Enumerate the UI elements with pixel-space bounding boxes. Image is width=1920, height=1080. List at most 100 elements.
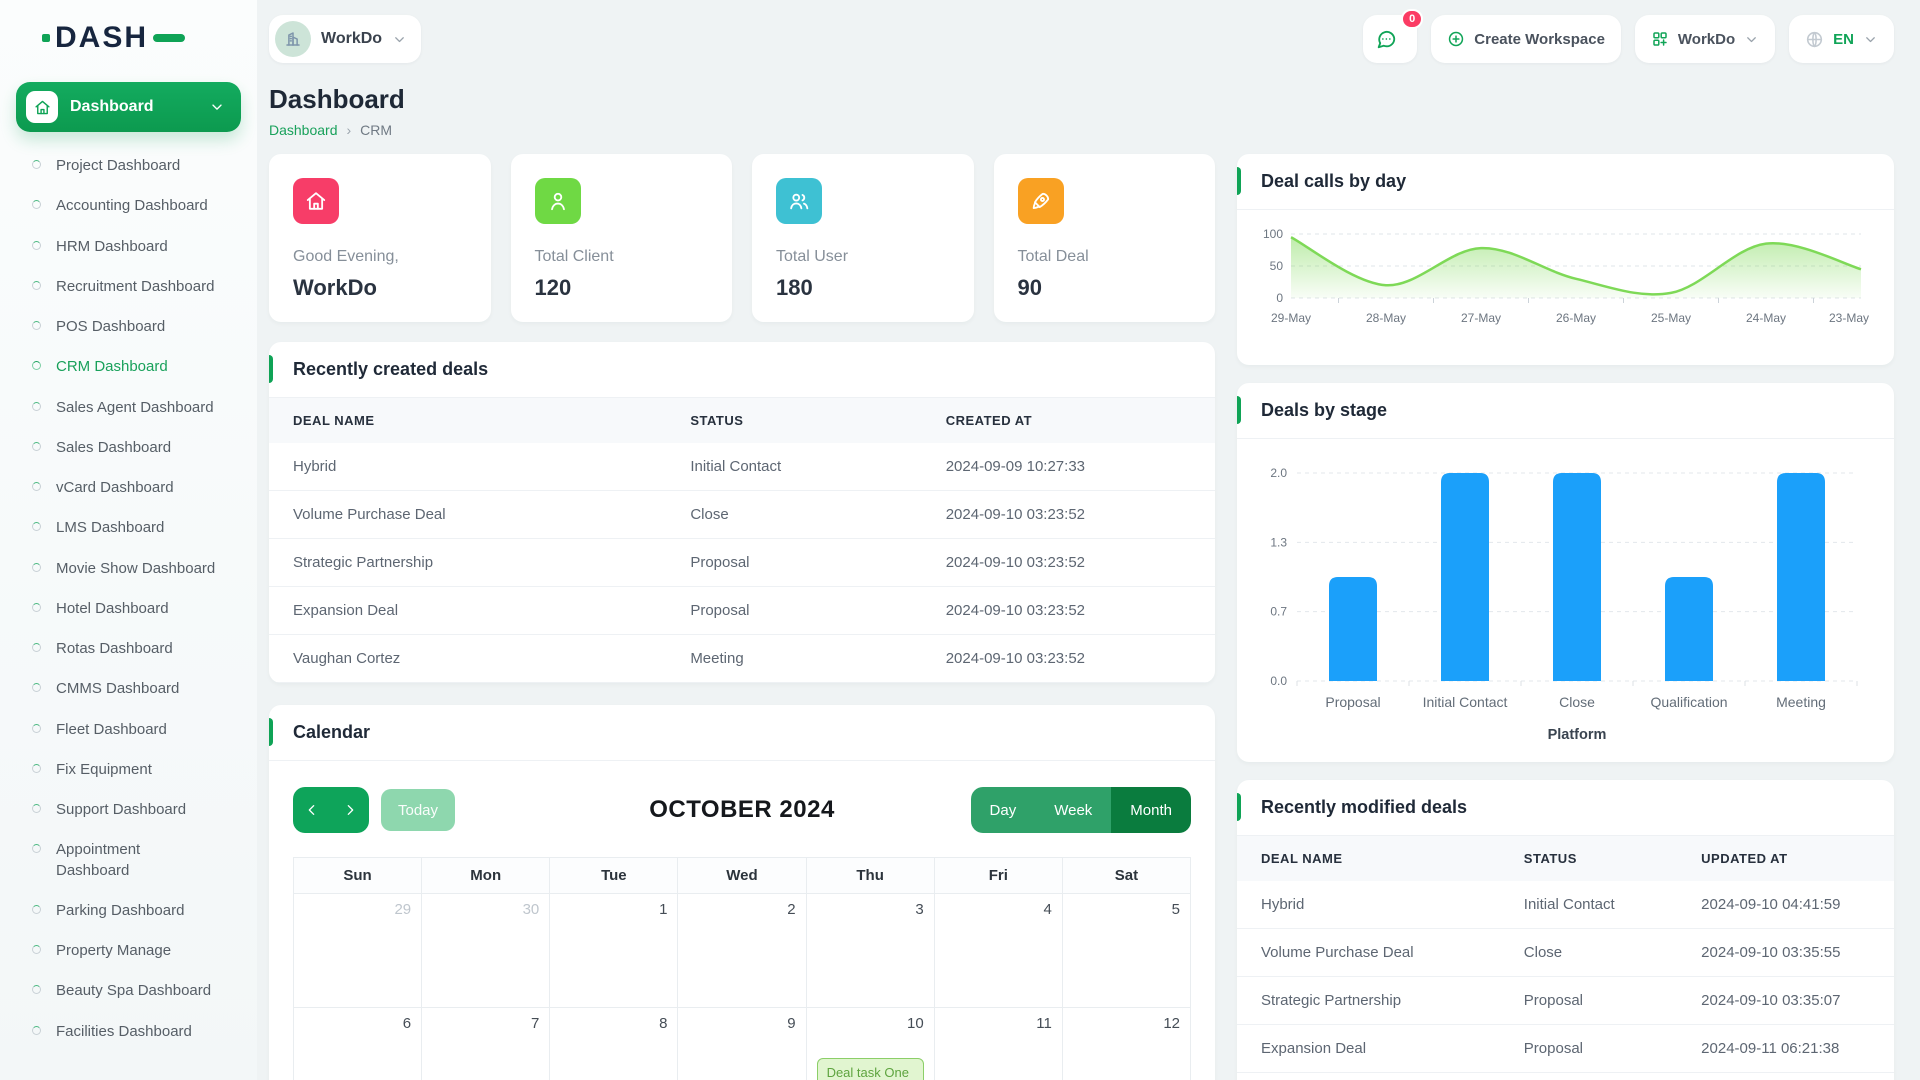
svg-text:100: 100 [1263, 227, 1283, 241]
card-header: Recently modified deals [1237, 780, 1894, 836]
sidebar-group-dashboard[interactable]: Dashboard [16, 82, 241, 132]
calendar-event-chip[interactable]: Deal task One [816, 1058, 924, 1080]
stat-label: Good Evening, [293, 248, 399, 265]
sidebar-item-rotas-dashboard[interactable]: Rotas Dashboard [32, 629, 241, 669]
workspace-menu-button[interactable]: WorkDo [1634, 15, 1776, 63]
card-title: Recently modified deals [1261, 797, 1468, 817]
sidebar-item-label: HRM Dashboard [56, 237, 168, 255]
calendar-day-cell[interactable]: 5 [1061, 893, 1192, 1008]
calendar-next-button[interactable] [331, 787, 369, 833]
sidebar-item-cmms-dashboard[interactable]: CMMS Dashboard [32, 669, 241, 709]
table-row: Expansion Deal Proposal 2024-09-11 06:21:3… [1237, 1024, 1894, 1073]
app-logo[interactable]: DASH [42, 16, 241, 60]
calendar-day-cell[interactable]: 30 [421, 893, 551, 1008]
workspace-menu-label: WorkDo [1677, 30, 1736, 48]
sidebar-item-movie-show-dashboard[interactable]: Movie Show Dashboard [32, 549, 241, 589]
card-title: Deals by stage [1261, 400, 1388, 420]
sidebar-item-sales-agent-dashboard[interactable]: Sales Agent Dashboard [32, 388, 241, 428]
table-cell: Vaughan Cortez [269, 634, 667, 683]
sidebar-item-label: Sales Dashboard [56, 438, 172, 456]
calendar-day-cell[interactable]: 4 [933, 893, 1063, 1008]
calendar-day-number: 8 [659, 1015, 668, 1032]
calendar-day-cell[interactable]: 7 [421, 1007, 551, 1080]
calendar-day-cell[interactable]: 9 [677, 1007, 807, 1080]
calendar-view-day[interactable]: Day [970, 787, 1036, 833]
calendar-day-cell[interactable]: 29 [292, 893, 423, 1008]
calendar-day-cell[interactable]: 3 [805, 893, 935, 1008]
calendar-day-number: 7 [530, 1015, 540, 1032]
table-cell: Meeting [1499, 1072, 1678, 1080]
sidebar-item-pos-dashboard[interactable]: POS Dashboard [32, 307, 241, 347]
chevron-down-icon [1744, 32, 1759, 47]
column-header: DEAL NAME [269, 398, 667, 443]
chevron-right-icon [342, 802, 358, 818]
sidebar-item-lms-dashboard[interactable]: LMS Dashboard [32, 508, 241, 548]
recently-created-deals-table: DEAL NAME STATUS CREATED AT Hybrid Initial C… [269, 398, 1215, 683]
language-selector[interactable]: EN [1789, 15, 1894, 63]
calendar-view-week[interactable]: Week [1035, 787, 1112, 833]
calendar-day-cell[interactable]: 6 [292, 1007, 423, 1080]
calendar-day-cell[interactable]: 11 [933, 1007, 1063, 1080]
sidebar-item-fleet-dashboard[interactable]: Fleet Dashboard [32, 710, 241, 750]
card-title: Deal calls by day [1261, 171, 1407, 191]
main-content: Dashboard Dashboard › CRM Good Evening, W… [257, 66, 1920, 1080]
sidebar-item-hrm-dashboard[interactable]: HRM Dashboard [32, 227, 241, 267]
sidebar-item-crm-dashboard[interactable]: CRM Dashboard [32, 347, 241, 387]
calendar-today-button[interactable]: Today [381, 789, 456, 831]
svg-text:1.3: 1.3 [1270, 535, 1287, 549]
calendar-week-row: 6 7 8 9 10 Deal task One 11 12 [292, 1007, 1192, 1080]
breadcrumb-dashboard-link[interactable]: Dashboard [269, 122, 338, 138]
table-cell: Meeting [666, 634, 922, 683]
sidebar-item-label: Hotel Dashboard [56, 599, 169, 617]
radio-bullet-icon [32, 804, 41, 813]
calendar-month-title: OCTOBER 2024 [649, 796, 835, 823]
stat-value: 120 [534, 275, 572, 300]
table-header-row: DEAL NAME STATUS CREATED AT [269, 398, 1215, 443]
table-cell: Proposal [1499, 1024, 1678, 1073]
table-cell: 2024-09-10 03:23:52 [921, 634, 1215, 683]
calendar-day-number: 1 [659, 901, 668, 918]
sidebar-item-facilities-dashboard[interactable]: Facilities Dashboard [32, 1012, 241, 1052]
radio-bullet-icon [32, 723, 41, 733]
messages-button[interactable]: 0 [1363, 9, 1424, 63]
table-cell: Volume Purchase Deal [269, 490, 667, 539]
radio-bullet-icon [32, 1025, 41, 1035]
logo-dot [42, 34, 50, 42]
sidebar-item-appointment-dashboard[interactable]: Appointment Dashboard [32, 830, 241, 891]
calendar-day-cell[interactable]: 8 [549, 1007, 679, 1080]
sidebar-item-label: Facilities Dashboard [56, 1022, 192, 1040]
sidebar-item-project-dashboard[interactable]: Project Dashboard [32, 146, 241, 186]
calendar-view-month[interactable]: Month [1111, 787, 1191, 833]
calendar-day-cell[interactable]: 10 Deal task One [805, 1007, 935, 1080]
sidebar-item-beauty-spa-dashboard[interactable]: Beauty Spa Dashboard [32, 971, 241, 1011]
table-cell: Hybrid [1237, 881, 1500, 929]
sidebar-item-recruitment-dashboard[interactable]: Recruitment Dashboard [32, 267, 241, 307]
sidebar-item-support-dashboard[interactable]: Support Dashboard [32, 790, 241, 830]
create-workspace-button[interactable]: Create Workspace [1431, 15, 1621, 63]
calendar-prev-button[interactable] [293, 787, 331, 833]
calendar-day-header: Sun [292, 857, 423, 894]
sidebar: DASH Dashboard Project Dashboard Accounti… [0, 0, 257, 1080]
sidebar-item-property-manage[interactable]: Property Manage [32, 931, 241, 971]
calendar-day-cell[interactable]: 12 [1061, 1007, 1192, 1080]
table-cell: Initial Contact [1499, 881, 1678, 929]
sidebar-item-hotel-dashboard[interactable]: Hotel Dashboard [32, 589, 241, 629]
sidebar-item-fix-equipment[interactable]: Fix Equipment [32, 750, 241, 790]
globe-icon [1805, 30, 1824, 49]
sidebar-item-sales-dashboard[interactable]: Sales Dashboard [32, 428, 241, 468]
chat-icon [1375, 28, 1397, 50]
sidebar-item-vcard-dashboard[interactable]: vCard Dashboard [32, 468, 241, 508]
calendar-day-number: 12 [1163, 1015, 1180, 1032]
radio-bullet-icon [32, 602, 41, 612]
sidebar-item-accounting-dashboard[interactable]: Accounting Dashboard [32, 186, 241, 226]
table-row: Volume Purchase Deal Close 2024-09-10 03:2… [269, 490, 1215, 539]
chevron-down-icon [392, 32, 407, 47]
calendar-day-number: 10 [907, 1015, 924, 1032]
messages-badge: 0 [1401, 9, 1424, 29]
sidebar-item-label: Parking Dashboard [56, 901, 185, 919]
calendar-day-cell[interactable]: 2 [677, 893, 807, 1008]
calendar-day-header: Sat [1061, 857, 1192, 894]
calendar-day-cell[interactable]: 1 [549, 893, 679, 1008]
workspace-chip[interactable]: WorkDo [269, 15, 422, 63]
sidebar-item-parking-dashboard[interactable]: Parking Dashboard [32, 891, 241, 931]
